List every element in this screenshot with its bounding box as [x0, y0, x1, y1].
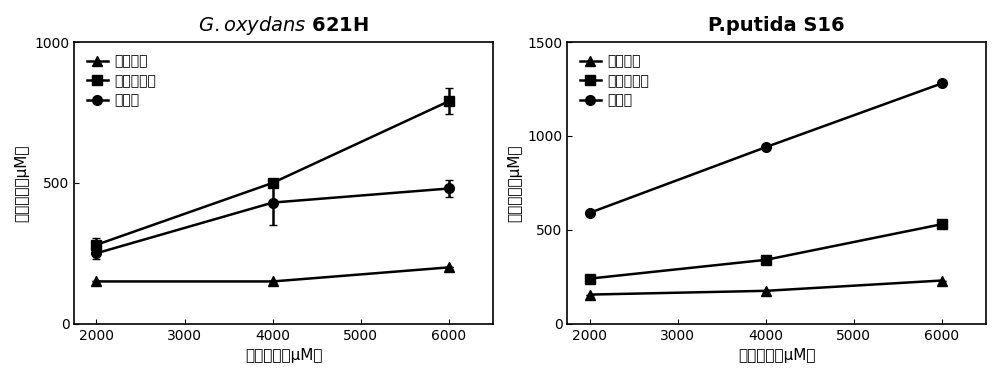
- Title: $\it{G.oxydans}$ 621H: $\it{G.oxydans}$ 621H: [198, 14, 369, 37]
- Y-axis label: 产物浓度（μM）: 产物浓度（μM）: [14, 144, 29, 222]
- X-axis label: 底物浓度（μM）: 底物浓度（μM）: [245, 348, 322, 363]
- Title: P.putida S16: P.putida S16: [708, 16, 845, 35]
- Legend: 亚硫酸盐, 硫代硫酸盐, 硫烷硫: 亚硫酸盐, 硫代硫酸盐, 硫烷硫: [81, 49, 162, 113]
- X-axis label: 底物浓度（μM）: 底物浓度（μM）: [738, 348, 816, 363]
- Legend: 亚硫酸盐, 硫代硫酸盐, 硫烷硫: 亚硫酸盐, 硫代硫酸盐, 硫烷硫: [574, 49, 655, 113]
- Y-axis label: 产物浓度（μM）: 产物浓度（μM）: [507, 144, 522, 222]
